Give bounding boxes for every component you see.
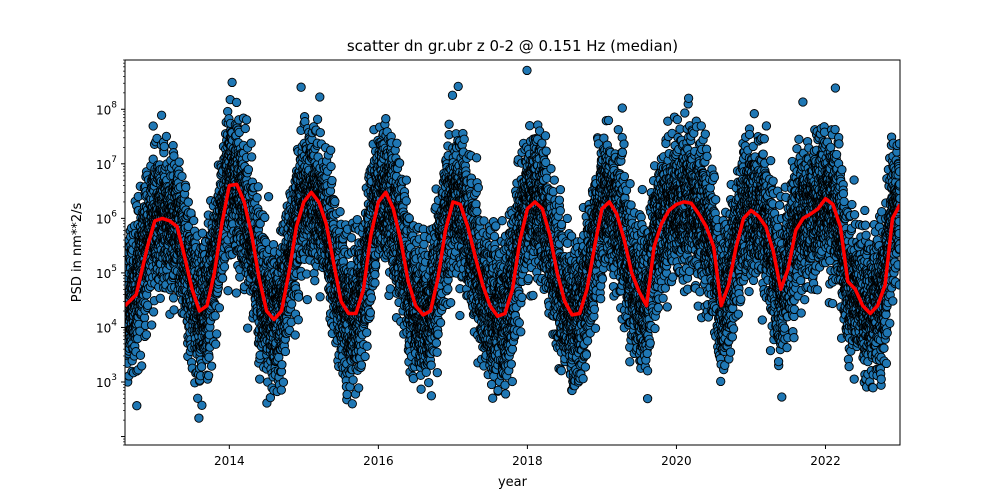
scatter-point: [181, 182, 191, 193]
scatter-point: [204, 352, 214, 362]
scatter-point: [253, 182, 263, 192]
scatter-point: [255, 374, 265, 384]
scatter-point: [362, 341, 372, 351]
scatter-point: [335, 207, 345, 217]
scatter-point: [276, 385, 286, 395]
scatter-point: [315, 292, 325, 302]
scatter-point: [147, 320, 157, 330]
scatter-point: [227, 77, 237, 88]
scatter-point: [177, 171, 187, 181]
scatter-point: [169, 305, 179, 315]
scatter-point: [159, 141, 169, 152]
scatter-point: [141, 330, 152, 340]
scatter-point: [346, 233, 357, 243]
scatter-point: [137, 361, 147, 371]
scatter-point: [148, 307, 159, 317]
scatter-point: [135, 350, 146, 360]
scatter-point: [211, 339, 221, 349]
scatter-point: [223, 286, 233, 296]
scatter-point: [352, 214, 362, 225]
scatter-point: [315, 127, 325, 138]
scatter-point: [212, 329, 222, 339]
scatter-point: [370, 269, 380, 280]
scatter-point: [183, 197, 193, 207]
scatter-point: [354, 383, 364, 393]
scatter-point: [370, 260, 381, 270]
scatter-point: [342, 389, 352, 400]
scatter-point: [203, 370, 214, 381]
scatter-point: [155, 293, 165, 303]
scatter-point: [219, 262, 230, 272]
scatter-point: [326, 161, 336, 172]
scatter-point: [206, 361, 217, 371]
scatter-point: [148, 121, 158, 131]
scatter-point: [330, 196, 340, 207]
scatter-point: [277, 359, 287, 370]
scatter-point: [347, 399, 357, 409]
scatter-point: [348, 375, 358, 385]
scatter-point: [280, 346, 291, 357]
scatter-point: [174, 157, 184, 167]
scatter-point: [194, 413, 204, 423]
scatter-point: [231, 97, 242, 108]
scatter-point: [161, 131, 172, 142]
scatter-point: [240, 123, 250, 134]
scatter-point: [360, 351, 370, 362]
scatter-point: [296, 82, 306, 92]
scatter-point: [365, 308, 376, 318]
scatter-point: [252, 193, 262, 203]
scatter-point: [315, 92, 325, 102]
scatter-point: [302, 294, 312, 305]
scatter-point: [243, 164, 254, 175]
scatter-point: [241, 115, 252, 125]
scatter-point: [326, 145, 336, 155]
scatter-point: [366, 293, 377, 303]
scatter-point: [231, 288, 242, 298]
scatter-point: [197, 228, 208, 238]
scatter-point: [132, 401, 142, 411]
scatter-point: [310, 276, 320, 286]
scatter-point: [362, 327, 372, 338]
scatter-point: [287, 299, 297, 309]
scatter-point: [247, 152, 257, 162]
scatter-point: [243, 323, 253, 333]
scatter-point: [189, 215, 199, 226]
scatter-point: [370, 278, 380, 288]
scatter-point: [260, 212, 270, 223]
scatter-point: [217, 273, 228, 283]
scatter-point: [143, 300, 153, 310]
scatter-point: [290, 330, 300, 340]
scatter-point: [156, 110, 167, 120]
scatter-point: [278, 377, 289, 387]
scatter-point: [210, 311, 220, 321]
scatter-point: [327, 175, 337, 186]
scatter-point: [197, 362, 207, 372]
scatter-point: [214, 303, 225, 313]
scatter-point: [312, 114, 323, 124]
scatter-point: [293, 315, 303, 325]
scatter-point: [356, 360, 367, 370]
scatter-point: [293, 292, 304, 302]
scatter-point: [263, 192, 274, 202]
scatter-point: [197, 400, 207, 410]
chart-title: scatter dn gr.ubr z 0-2 @ 0.151 Hz (medi…: [347, 37, 678, 55]
scatter-point: [246, 138, 256, 148]
